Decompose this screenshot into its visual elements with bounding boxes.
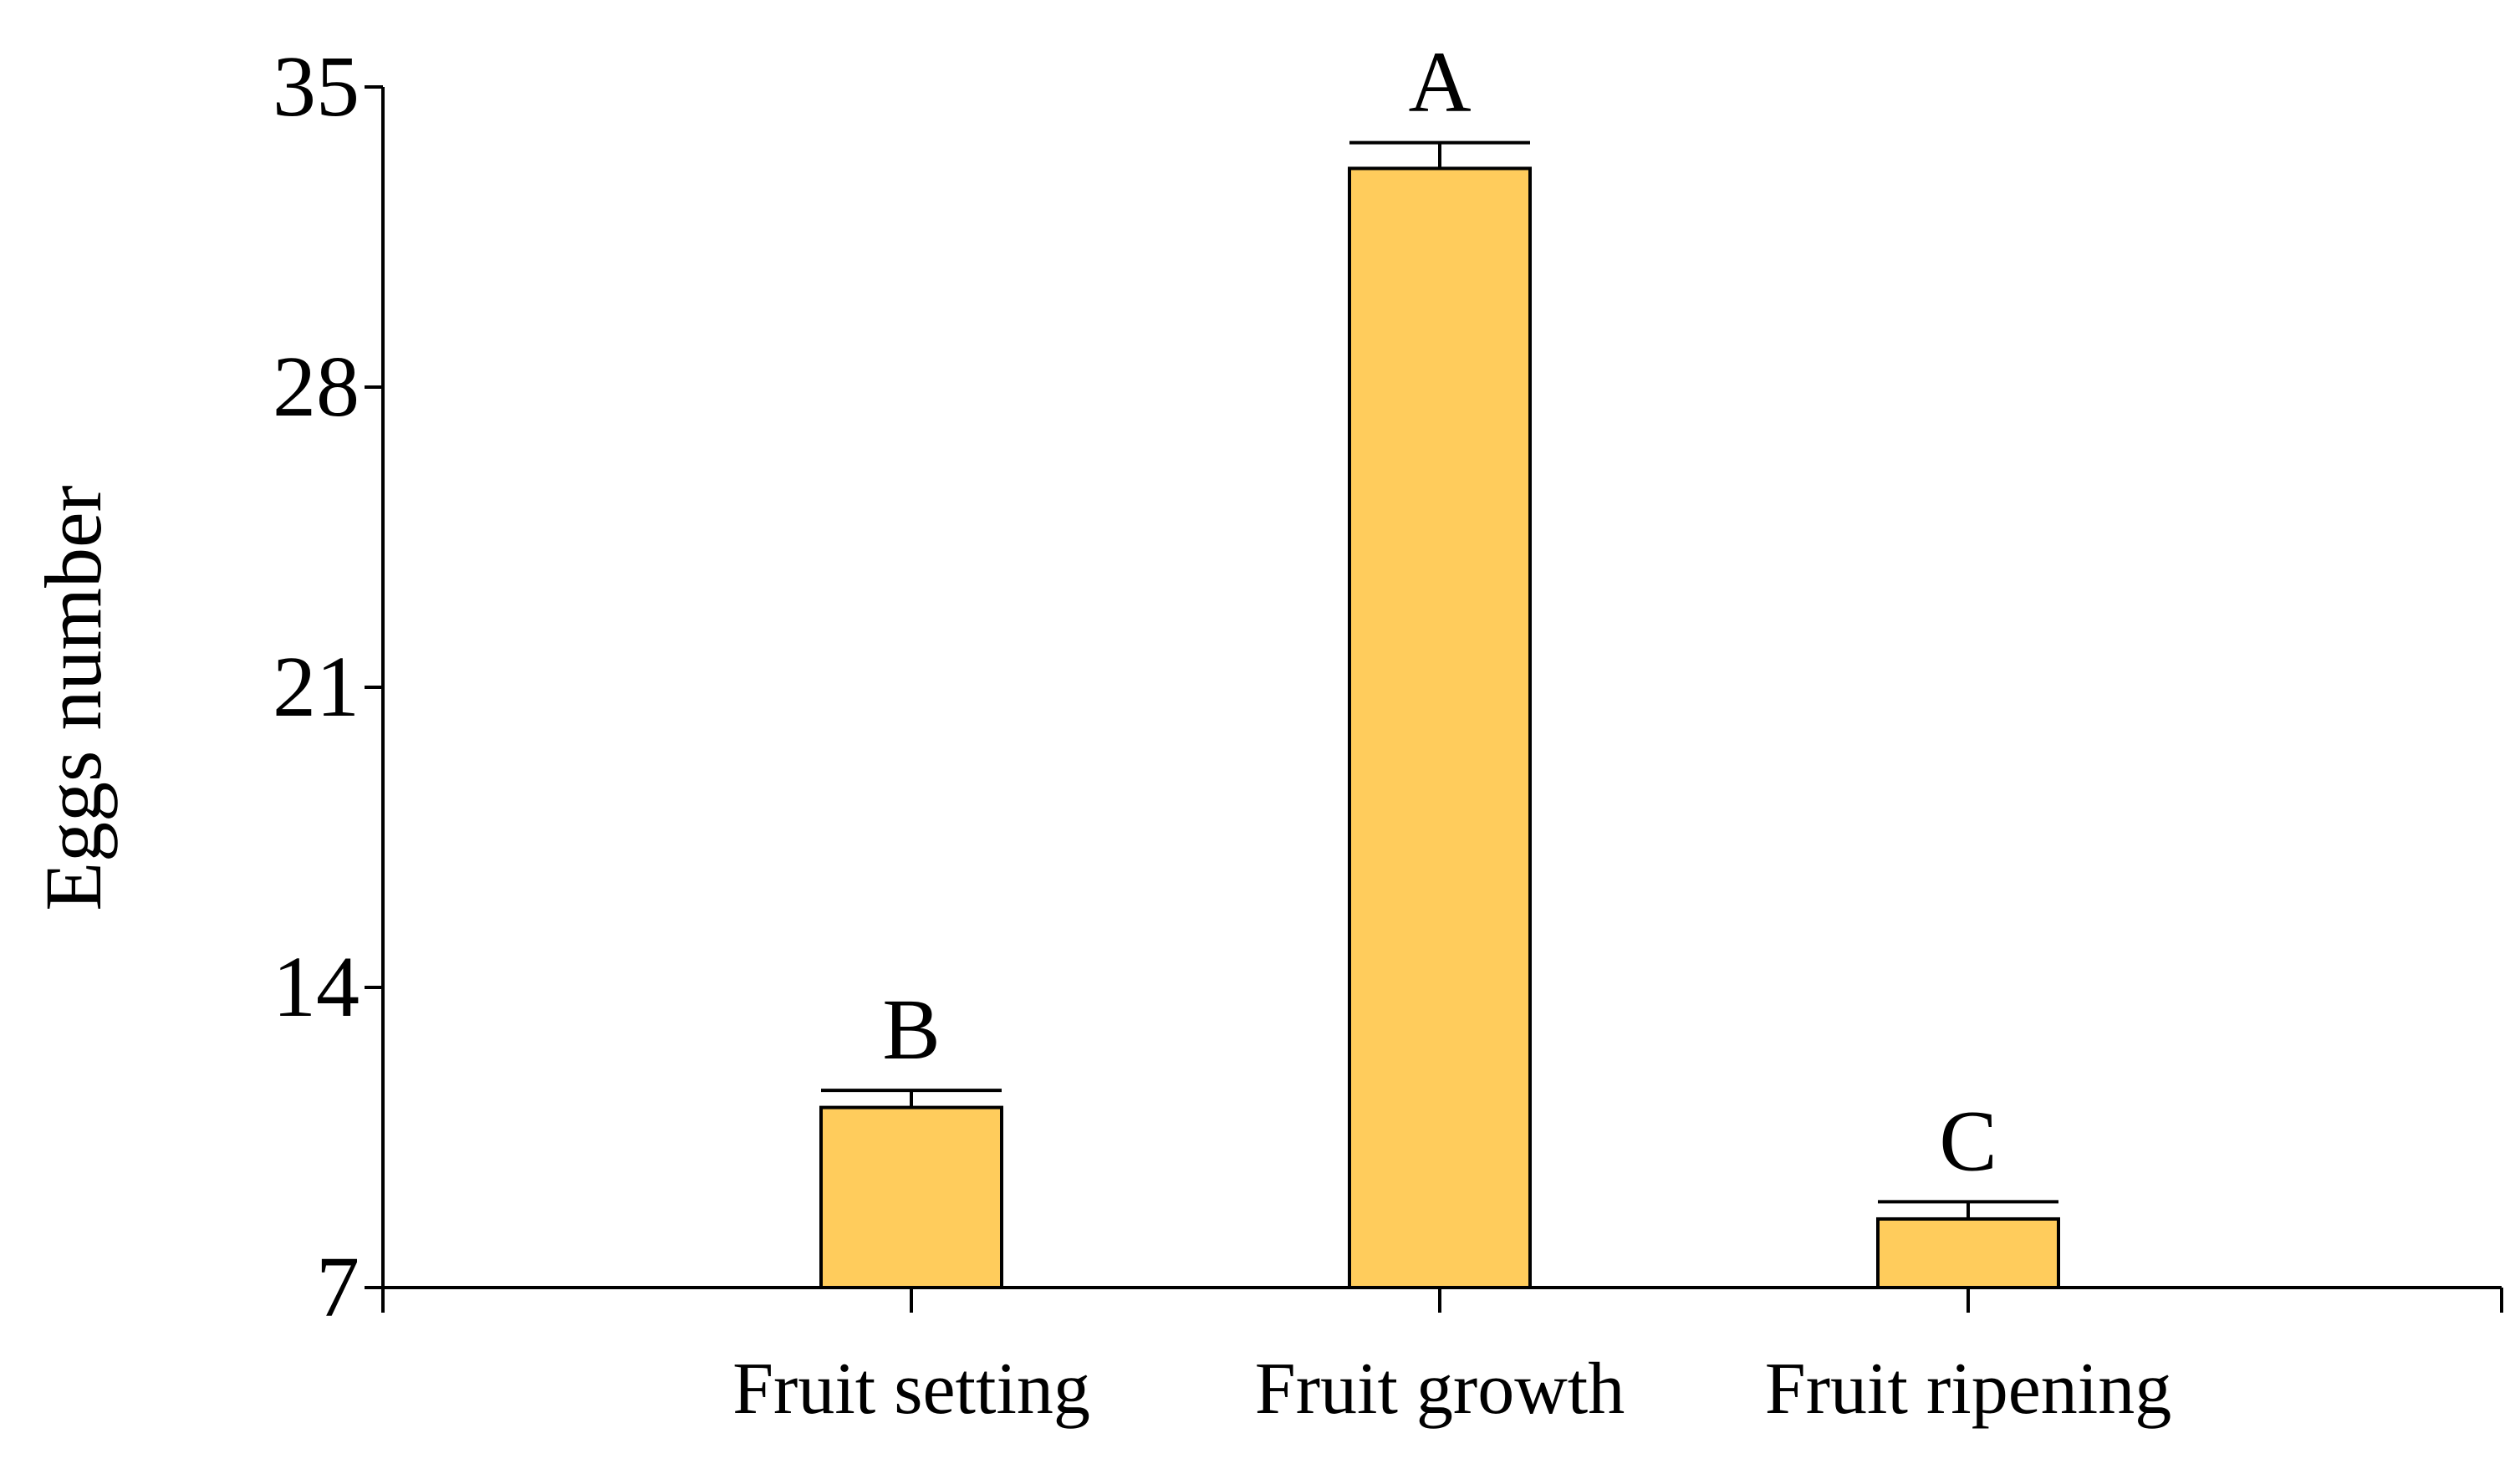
x-tick-label: Fruit growth (1255, 1349, 1625, 1430)
bar (1876, 1217, 2060, 1290)
x-tick-label: Fruit setting (732, 1349, 1090, 1430)
bar (1348, 166, 1532, 1289)
y-tick-label: 14 (273, 939, 360, 1035)
error-bars (821, 140, 2058, 1219)
significance-label: C (1939, 1093, 1997, 1189)
significance-labels: B A C (882, 34, 1997, 1190)
y-axis-label-group: Eggs number (28, 485, 118, 910)
y-tick-label: 35 (273, 38, 360, 135)
y-tick-label: 21 (273, 639, 360, 735)
bars (819, 166, 2060, 1290)
y-axis-label: Eggs number (28, 485, 118, 910)
y-axis-ticks: 7 14 21 28 35 (273, 38, 383, 1335)
y-tick-label: 7 (316, 1239, 360, 1335)
bar (819, 1105, 1003, 1289)
significance-label: A (1408, 34, 1471, 130)
significance-label: B (882, 982, 940, 1078)
y-tick-label: 28 (273, 339, 360, 435)
x-axis-ticks: Fruit setting Fruit growth Fruit ripening (381, 1288, 2503, 1430)
x-tick-label: Fruit ripening (1765, 1349, 2171, 1430)
